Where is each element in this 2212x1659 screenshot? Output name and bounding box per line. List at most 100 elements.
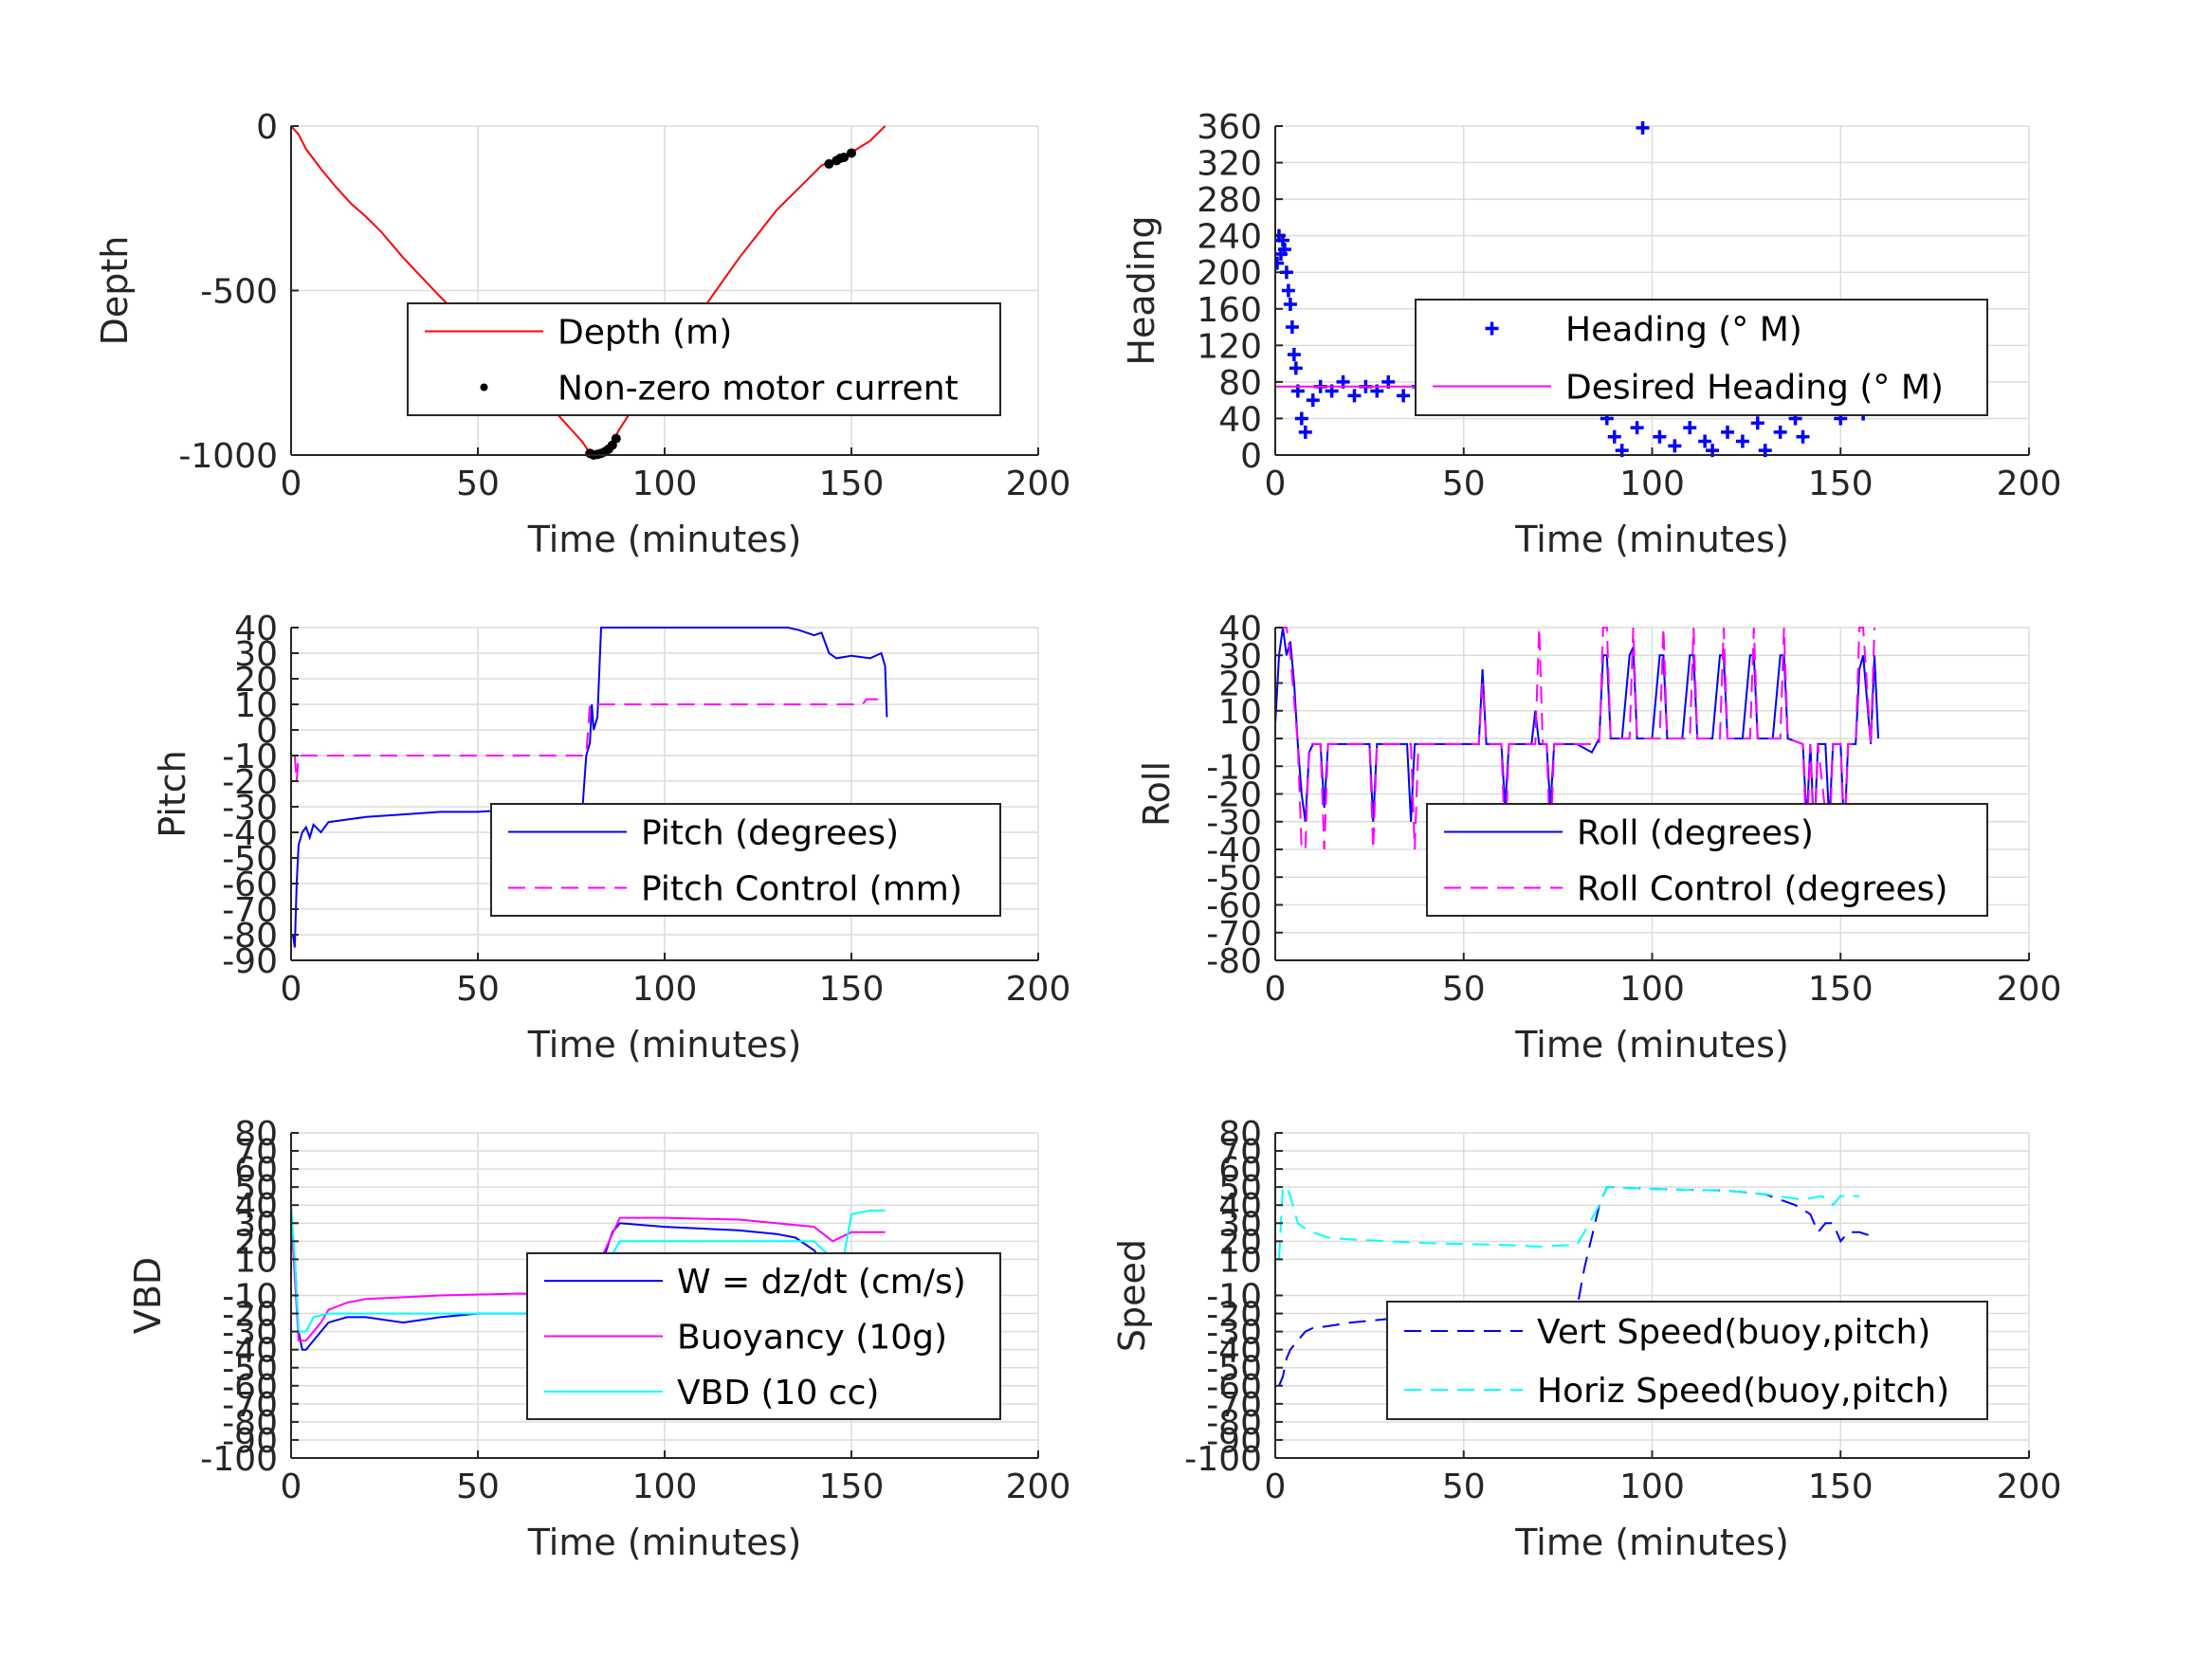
x-axis-label: Time (minutes) — [1514, 1522, 1789, 1563]
y-tick-label: 40 — [1218, 400, 1262, 439]
data-point — [1294, 411, 1308, 426]
x-tick-label: 150 — [819, 465, 885, 503]
legend-roll: Roll (degrees) Roll Control (degrees) — [1426, 803, 1988, 917]
y-tick-label: -10 — [1206, 748, 1262, 787]
y-tick-label: -30 — [1206, 804, 1262, 843]
x-tick-label: 100 — [632, 465, 698, 503]
y-tick-label: -20 — [222, 1296, 278, 1335]
data-point — [1721, 425, 1734, 439]
y-tick-label: 40 — [1218, 610, 1262, 648]
legend-box — [407, 302, 1001, 416]
series-pitch-1 — [293, 698, 882, 782]
legend-label: Pitch (degrees) — [641, 814, 899, 853]
y-tick-label: 10 — [1218, 1241, 1262, 1280]
x-tick-label: 100 — [632, 970, 698, 1009]
y-tick-label: -50 — [222, 1350, 278, 1389]
y-tick-label: -50 — [1206, 859, 1262, 898]
x-tick-label: 150 — [819, 1468, 885, 1506]
y-tick-label: -100 — [1184, 1440, 1262, 1479]
legend-label: Pitch Control (mm) — [641, 870, 962, 909]
y-tick-label: 10 — [234, 1241, 278, 1280]
x-tick-label: 200 — [1006, 465, 1071, 503]
series-speed-0 — [1278, 1186, 1872, 1387]
x-tick-label: 50 — [1442, 465, 1486, 503]
data-point — [1773, 425, 1787, 439]
legend-label: Roll (degrees) — [1577, 814, 1814, 853]
y-tick-label: -20 — [1206, 776, 1262, 815]
data-point — [1283, 297, 1297, 311]
y-tick-label: 20 — [1218, 1223, 1262, 1262]
y-tick-label: -50 — [222, 840, 278, 879]
x-tick-label: 150 — [819, 970, 885, 1009]
y-tick-label: -70 — [222, 1386, 278, 1425]
y-axis-label: Speed — [1111, 1239, 1153, 1352]
chart-pitch: 0 50 100 150 200-90-80-70-60-50-40-30-20-100… — [152, 610, 1070, 1066]
data-point — [1607, 429, 1621, 444]
y-tick-label: -60 — [1206, 1368, 1262, 1407]
y-tick-label: 80 — [1218, 1115, 1262, 1154]
x-tick-label: 100 — [1619, 465, 1685, 503]
y-tick-label: -60 — [222, 866, 278, 904]
data-point — [824, 158, 834, 169]
y-tick-label: 40 — [234, 610, 278, 648]
y-tick-label: -10 — [1206, 1278, 1262, 1317]
y-tick-label: 30 — [234, 1205, 278, 1244]
y-tick-label: -80 — [1206, 942, 1262, 981]
legend-label: Horiz Speed(buoy,pitch) — [1537, 1372, 1949, 1411]
data-point — [1698, 434, 1712, 448]
y-tick-label: -90 — [222, 1422, 278, 1461]
y-tick-label: -30 — [222, 1314, 278, 1353]
y-tick-label: -40 — [222, 1332, 278, 1371]
legend-depth: Depth (m) Non-zero motor current — [407, 302, 1001, 416]
legend-label: VBD (10 cc) — [677, 1374, 879, 1413]
plot-area — [1278, 1186, 1872, 1387]
y-tick-label: -40 — [222, 814, 278, 853]
y-tick-label: 360 — [1197, 108, 1262, 147]
y-tick-label: -70 — [1206, 1386, 1262, 1425]
x-tick-label: 150 — [1808, 465, 1874, 503]
y-axis-label: VBD — [127, 1257, 169, 1334]
x-axis-label: Time (minutes) — [527, 1522, 802, 1563]
data-point — [1796, 429, 1810, 444]
y-tick-label: 20 — [234, 1223, 278, 1262]
x-tick-label: 50 — [1442, 970, 1486, 1009]
x-tick-label: 50 — [456, 465, 500, 503]
legend-label: Buoyancy (10g) — [677, 1319, 947, 1358]
data-point — [1306, 393, 1320, 408]
y-tick-label: 160 — [1197, 291, 1262, 330]
data-point — [847, 148, 856, 158]
y-tick-label: 40 — [1218, 1187, 1262, 1226]
x-axis-label: Time (minutes) — [527, 1024, 802, 1066]
x-axis-label: Time (minutes) — [1514, 519, 1789, 560]
y-tick-label: 0 — [1240, 720, 1262, 759]
legend-marker — [1485, 321, 1499, 336]
legend-label: Non-zero motor current — [558, 370, 959, 409]
data-point — [1636, 120, 1650, 135]
y-tick-label: 50 — [234, 1169, 278, 1208]
data-point — [611, 433, 621, 444]
x-axis-label: Time (minutes) — [1514, 1024, 1789, 1066]
y-tick-label: 80 — [234, 1115, 278, 1154]
x-tick-label: 0 — [281, 465, 302, 503]
legend-label: Roll Control (degrees) — [1577, 870, 1947, 909]
y-tick-label: -100 — [200, 1440, 278, 1479]
x-tick-label: 200 — [1997, 970, 2062, 1009]
y-tick-label: 60 — [1218, 1151, 1262, 1190]
y-tick-label: -1000 — [178, 437, 278, 476]
y-tick-label: -90 — [222, 942, 278, 981]
data-point — [1683, 421, 1697, 435]
legend-box — [490, 803, 1001, 917]
legend-vbd: W = dz/dt (cm/s) Buoyancy (10g) VBD (10 cc… — [526, 1252, 1001, 1420]
chart-vbd: 0 50 100 150 200 -100-90-80-70-60-50-40-30-20… — [127, 1115, 1070, 1563]
y-tick-label: -500 — [200, 273, 278, 312]
y-tick-label: -30 — [222, 789, 278, 828]
x-tick-label: 0 — [281, 970, 302, 1009]
y-tick-label: 0 — [1240, 437, 1262, 476]
y-tick-label: 70 — [234, 1133, 278, 1172]
y-tick-label: 50 — [1218, 1169, 1262, 1208]
data-point — [1750, 416, 1764, 430]
y-tick-label: -40 — [1206, 1332, 1262, 1371]
legend-box — [1426, 803, 1988, 917]
data-point — [839, 152, 850, 162]
chart-speed: 0 50 100 150 200 -100-90-80-70-60-50-40-30-20… — [1111, 1115, 2061, 1563]
